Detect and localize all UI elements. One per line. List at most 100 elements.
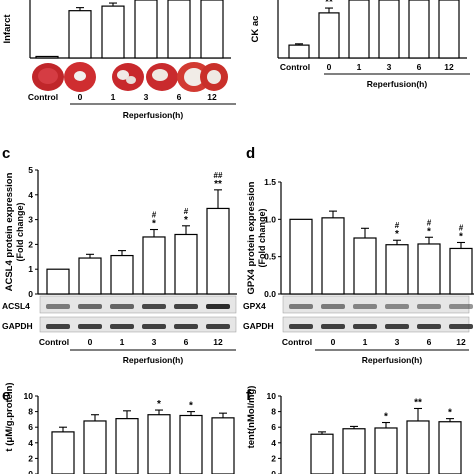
panel-e-bar-4	[179, 414, 203, 474]
panel-c-band-0-1	[78, 304, 102, 309]
panel-f-ytick-label-1: 2	[271, 453, 276, 463]
panel-d-category-5: 12	[456, 337, 466, 347]
panel-c-annot-3-0: *	[152, 219, 156, 230]
panel-d-band-0-2	[353, 304, 377, 309]
panel-c-bar-4	[174, 233, 198, 295]
panel-d-annot-4-1: #	[427, 218, 432, 227]
panel-b-bar-2	[348, 0, 370, 59]
panel-c-ylabel: ACSL4 protein expression	[4, 172, 15, 291]
panel-b-ylabel: CK ac	[250, 16, 261, 43]
panel-b-bar-1	[318, 12, 340, 59]
panel-d-bar-4	[417, 243, 441, 295]
panel-e-ytick-label-4: 8	[28, 407, 33, 417]
panel-d-band-0-3	[385, 304, 409, 309]
panel-a-ylabel: Infarct	[2, 14, 13, 44]
panel-d-ytick-label-2: 1.0	[264, 214, 276, 224]
panel-f-annot-3-0: **	[414, 397, 422, 408]
panel-d-annot-3-1: #	[395, 221, 400, 230]
panel-d-category-3: 3	[395, 337, 400, 347]
panel-f-bar-4	[438, 421, 462, 474]
panel-d-band-0-1	[321, 304, 345, 309]
panel-f-bar-3	[406, 420, 430, 474]
panel-b-group-label: Reperfusion(h)	[367, 79, 428, 89]
panel-c-bar-5	[206, 207, 230, 295]
panel-d-band-0-5	[449, 304, 473, 309]
panel-f-bar-2	[374, 427, 398, 474]
panel-c-band-0-5	[206, 304, 230, 309]
panel-c-annot-4-1: #	[184, 207, 189, 216]
panel-f-ytick-label-0: 0	[271, 469, 276, 474]
panel-a-group-label: Reperfusion(h)	[123, 110, 184, 120]
panel-d-category-1: 0	[331, 337, 336, 347]
panel-e-ytick-label-5: 10	[24, 391, 34, 401]
panel-c-bar-0	[46, 268, 70, 295]
panel-c-bar-3	[142, 236, 166, 295]
panel-c-annot-5-0: **	[214, 179, 222, 190]
panel-d-bar-1	[321, 217, 345, 295]
panel-d-group-label: Reperfusion(h)	[362, 355, 423, 365]
panel-b-category-3: 3	[387, 62, 392, 72]
panel-d-band-1-4	[417, 324, 441, 329]
panel-b-bar-4	[408, 0, 430, 59]
panel-c-ytick-label-3: 3	[28, 215, 33, 225]
panel-letter-d: d	[246, 145, 255, 162]
panel-b-bar-3	[378, 0, 400, 59]
panel-d-category-2: 1	[363, 337, 368, 347]
panel-b-category-5: 12	[444, 62, 454, 72]
panel-letter-f: f	[246, 387, 252, 404]
panel-f-bar-0	[310, 433, 334, 474]
panel-d-band-0-0	[289, 304, 313, 309]
panel-c-ytick-label-0: 0	[28, 289, 33, 299]
panel-c-band-1-4	[174, 324, 198, 329]
panel-a-category-0: Control	[28, 92, 58, 102]
panel-c-band-1-5	[206, 324, 230, 329]
panel-e-annot-4-0: *	[189, 401, 193, 412]
panel-d-band-1-2	[353, 324, 377, 329]
panel-b-category-0: Control	[280, 62, 310, 72]
panel-letter-c: c	[2, 145, 10, 162]
panel-d-band-1-1	[321, 324, 345, 329]
panel-c-band-1-0	[46, 324, 70, 329]
panel-c-band-0-4	[174, 304, 198, 309]
panel-d-category-4: 6	[427, 337, 432, 347]
panel-c-category-1: 0	[88, 337, 93, 347]
panel-b-category-4: 6	[417, 62, 422, 72]
panel-d-band-1-0	[289, 324, 313, 329]
panel-c-category-2: 1	[120, 337, 125, 347]
panel-c-category-3: 3	[152, 337, 157, 347]
panel-d-annot-5-0: *	[459, 231, 463, 242]
panel-d-ytick-label-1: 0.5	[264, 252, 276, 262]
panel-a-bar-0	[35, 55, 59, 59]
panel-c-band-1-3	[142, 324, 166, 329]
panel-d-band-1-3	[385, 324, 409, 329]
panel-e-ytick-label-3: 6	[28, 422, 33, 432]
panel-c-ytick-label-5: 5	[28, 165, 33, 175]
panel-b-annot-1-0: **	[325, 0, 333, 8]
panel-c-ylabel2: (Fold change)	[15, 203, 25, 262]
heart-slices-photo	[32, 62, 228, 92]
panel-e-ylabel: t (μM/g.protein)	[4, 382, 15, 451]
panel-c-group-label: Reperfusion(h)	[123, 355, 184, 365]
panel-a-bar-1	[68, 10, 92, 59]
panel-e-bar-0	[51, 431, 75, 474]
panel-e-annot-3-0: *	[157, 399, 161, 410]
panel-c-ytick-label-2: 2	[28, 239, 33, 249]
panel-f-ylabel: tent(nMol/mg)	[246, 386, 257, 449]
panel-c-bar-2	[110, 254, 134, 295]
panel-b-bar-0	[288, 44, 310, 59]
panel-c-blot-label-1: GAPDH	[2, 321, 33, 331]
panel-c-band-1-2	[110, 324, 134, 329]
panel-d-annot-4-0: *	[427, 226, 431, 237]
panel-d-ylabel2: (Fold change)	[257, 209, 267, 268]
panel-d-bar-2	[353, 237, 377, 295]
panel-e-bar-2	[115, 418, 139, 474]
panel-c-category-4: 6	[184, 337, 189, 347]
panel-b-bar-5	[438, 0, 460, 59]
panel-d-band-0-4	[417, 304, 441, 309]
panel-c-ytick-label-1: 1	[28, 264, 33, 274]
panel-f-ytick-label-4: 8	[271, 407, 276, 417]
panel-d-ylabel: GPX4 protein expression	[246, 181, 257, 294]
panel-c-band-0-3	[142, 304, 166, 309]
panel-f-ytick-label-2: 4	[271, 438, 276, 448]
